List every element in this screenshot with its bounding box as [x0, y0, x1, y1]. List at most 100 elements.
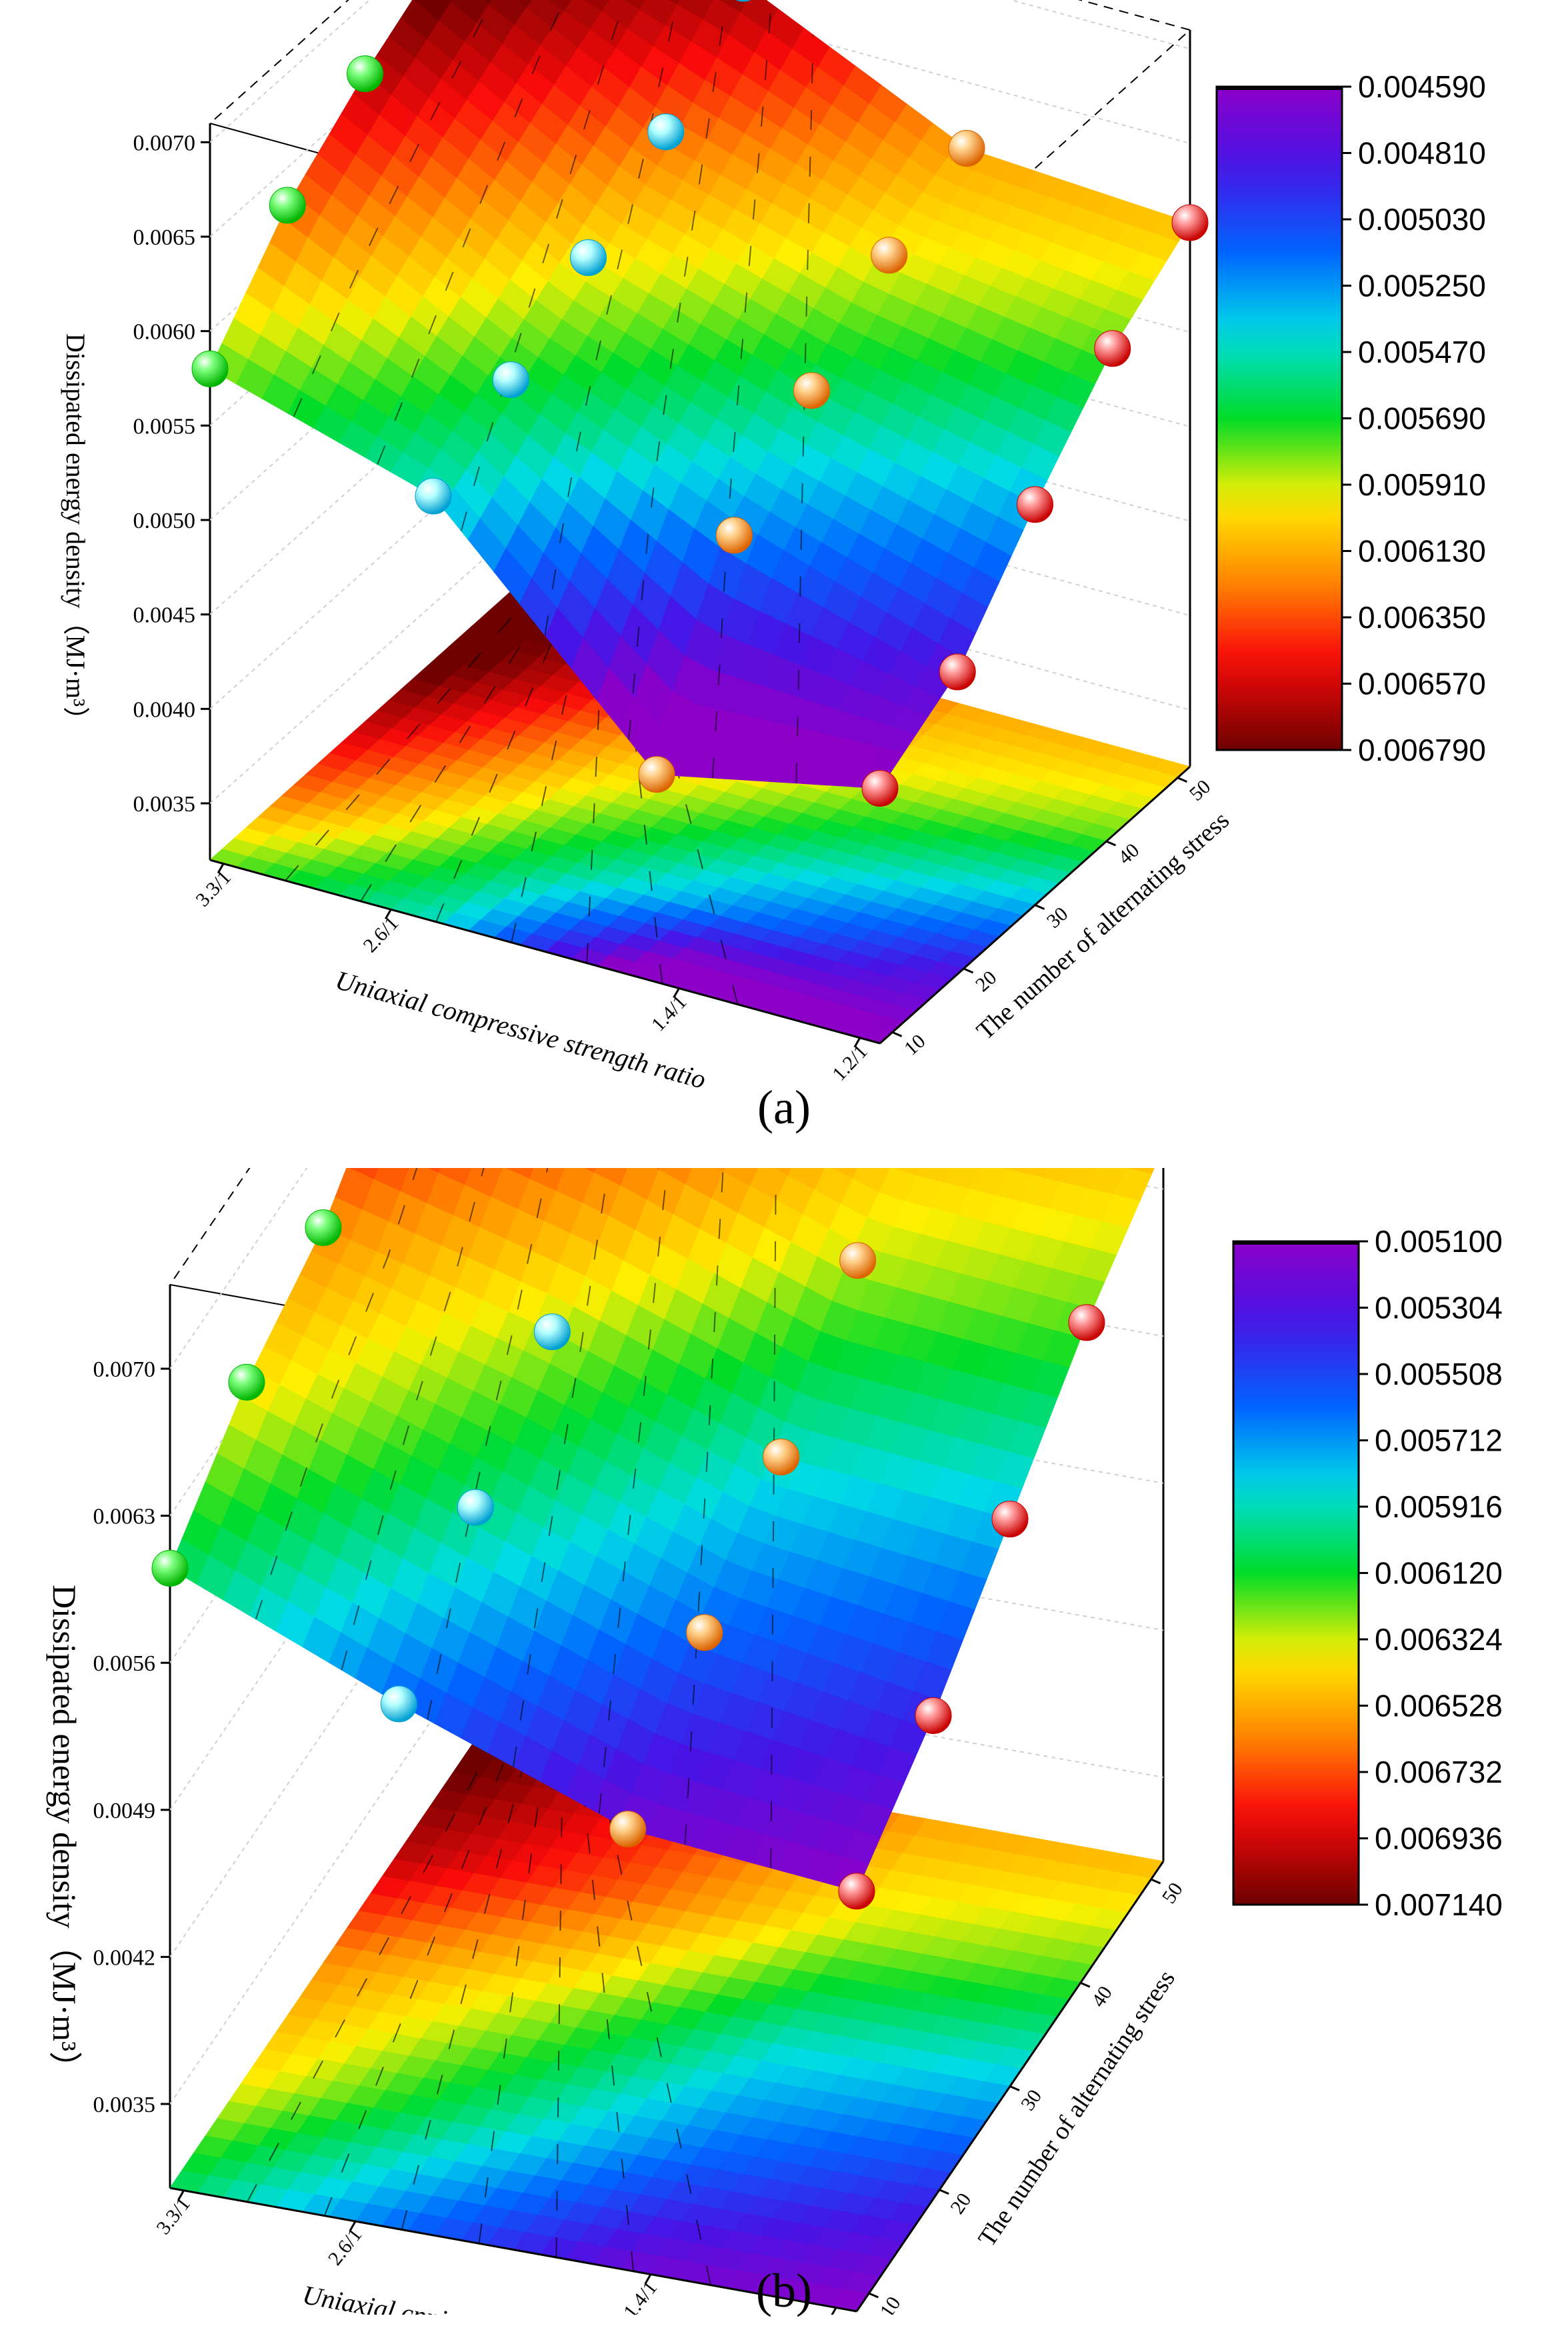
data-points — [191, 0, 1209, 807]
x-axis-title: Uniaxial compressive strength ratio — [332, 965, 709, 1095]
colorbar-label: 0.006936 — [1375, 1821, 1503, 1856]
caption-b: (b) — [756, 2264, 812, 2317]
colorbar-label: 0.005508 — [1375, 1357, 1503, 1391]
surface-contour — [255, 1168, 418, 1620]
floor-contour — [478, 1750, 546, 2244]
data-point — [1017, 486, 1053, 523]
data-points — [151, 1209, 1105, 1910]
y-tick-label: 20 — [946, 2189, 975, 2218]
data-point — [609, 1811, 647, 1848]
y-tick — [868, 2292, 879, 2299]
floor-contour — [323, 1743, 512, 2216]
z-tick-label: 0.0049 — [93, 1799, 156, 1823]
colorbar: 0.004590 0.004810 0.005030 0.005250 0.005470… — [1215, 69, 1486, 767]
z-gridline — [1009, 0, 1191, 50]
data-point — [191, 350, 229, 387]
data-point — [1171, 204, 1209, 241]
floor-contour — [555, 1753, 563, 2258]
y-tick-label: 40 — [1087, 1982, 1117, 2011]
colorbar-label: 0.004810 — [1358, 136, 1486, 171]
z-tick-label: 0.0040 — [133, 697, 196, 722]
colorbar-label: 0.005712 — [1375, 1423, 1503, 1458]
floor-contour — [401, 1747, 529, 2230]
z-tick-label: 0.0063 — [93, 1505, 156, 1529]
y-tick — [939, 2189, 949, 2195]
y-tick-label: 50 — [1158, 1879, 1187, 1907]
data-point — [939, 653, 976, 691]
y-tick-label: 10 — [900, 1030, 929, 1060]
colorbar-label: 0.005304 — [1375, 1291, 1503, 1325]
colorbar-label: 0.006350 — [1358, 600, 1486, 635]
z-tick-label: 0.0070 — [93, 1357, 156, 1382]
x-tick — [177, 2189, 185, 2201]
y-tick — [1034, 904, 1045, 910]
surface-plot-a: 0.0035 0.0040 0.0045 0.0050 0.0055 0.0060 0.00… — [61, 0, 1486, 1095]
y-tick — [1177, 777, 1187, 783]
floor-contour — [285, 587, 537, 881]
colorbar-gradient — [1232, 1240, 1360, 1906]
data-point — [1094, 330, 1131, 367]
colorbar-label: 0.005916 — [1375, 1489, 1503, 1524]
x-tick — [644, 2273, 652, 2285]
surface-plot-b: 0.0035 0.0042 0.0049 0.0056 0.0063 0.0070 Diss… — [46, 1168, 1503, 2315]
z-tick-label: 0.0065 — [133, 225, 196, 250]
x-tick-label: 1.4/1 — [647, 991, 691, 1036]
z-tick-label: 0.0035 — [93, 2093, 156, 2117]
x-tick — [349, 2221, 357, 2231]
colorbar-label: 0.005690 — [1358, 401, 1486, 436]
x-tick-label: 3.3/1 — [152, 2193, 195, 2239]
z-axis-title: Dissipated energy density（MJ·m³） — [46, 1585, 83, 2085]
floor-contour — [246, 1741, 495, 2203]
figure-panel-b: 0.0035 0.0042 0.0049 0.0056 0.0063 0.0070 Diss… — [0, 1168, 1568, 2315]
data-point — [638, 756, 675, 793]
y-tick — [1080, 1981, 1091, 1988]
y-tick — [963, 967, 974, 974]
z-tick-label: 0.0045 — [133, 603, 196, 628]
floor-contour — [579, 1756, 635, 2271]
data-point — [991, 1501, 1029, 1538]
surface — [209, 0, 1191, 789]
data-point — [533, 1313, 571, 1351]
colorbar-label: 0.004590 — [1358, 69, 1486, 104]
surface-patch — [482, 0, 492, 5]
z-gridline — [663, 0, 1191, 144]
data-point — [871, 237, 908, 274]
floor-contour — [435, 597, 571, 923]
surface — [169, 1168, 1155, 1892]
z-gridline — [169, 1168, 308, 1369]
colorbar-label: 0.006790 — [1358, 733, 1486, 767]
data-point — [715, 517, 753, 554]
data-point — [948, 130, 985, 167]
colorbar-label: 0.005030 — [1358, 202, 1486, 237]
x-tick-label: 2.6/1 — [324, 2224, 367, 2269]
colorbar-label: 0.006732 — [1375, 1755, 1503, 1789]
surface-contour — [460, 0, 625, 531]
data-point — [269, 187, 306, 224]
data-point — [151, 1549, 189, 1587]
z-gridline — [169, 1653, 477, 2105]
colorbar-label: 0.006570 — [1358, 667, 1486, 701]
data-point — [735, 0, 751, 2]
figure-panel-a: 0.0035 0.0040 0.0045 0.0050 0.0055 0.0060 0.00… — [0, 0, 1568, 1147]
colorbar-label: 0.006324 — [1375, 1622, 1503, 1657]
surface-contour — [711, 3, 772, 778]
colorbar-label: 0.005100 — [1375, 1224, 1503, 1259]
data-point — [793, 372, 830, 409]
surface-contour — [684, 1168, 724, 1845]
z-gridline — [209, 526, 521, 804]
y-tick — [892, 1031, 903, 1037]
data-point — [347, 55, 383, 93]
data-point — [305, 1209, 342, 1247]
colorbar-label: 0.006130 — [1358, 534, 1486, 569]
surface-contour — [544, 0, 679, 636]
floor-contour — [619, 611, 663, 984]
surface-contour — [513, 1168, 609, 1767]
x-tick-label: 1.2/1 — [828, 1041, 872, 1085]
z-gridline — [169, 1506, 477, 1957]
data-point — [457, 1489, 494, 1526]
z-tick-label: 0.0070 — [133, 131, 196, 155]
colorbar-gradient — [1215, 85, 1343, 751]
colorbar-label: 0.006528 — [1375, 1689, 1503, 1723]
y-tick-label: 20 — [971, 967, 1001, 997]
data-point — [647, 113, 685, 151]
